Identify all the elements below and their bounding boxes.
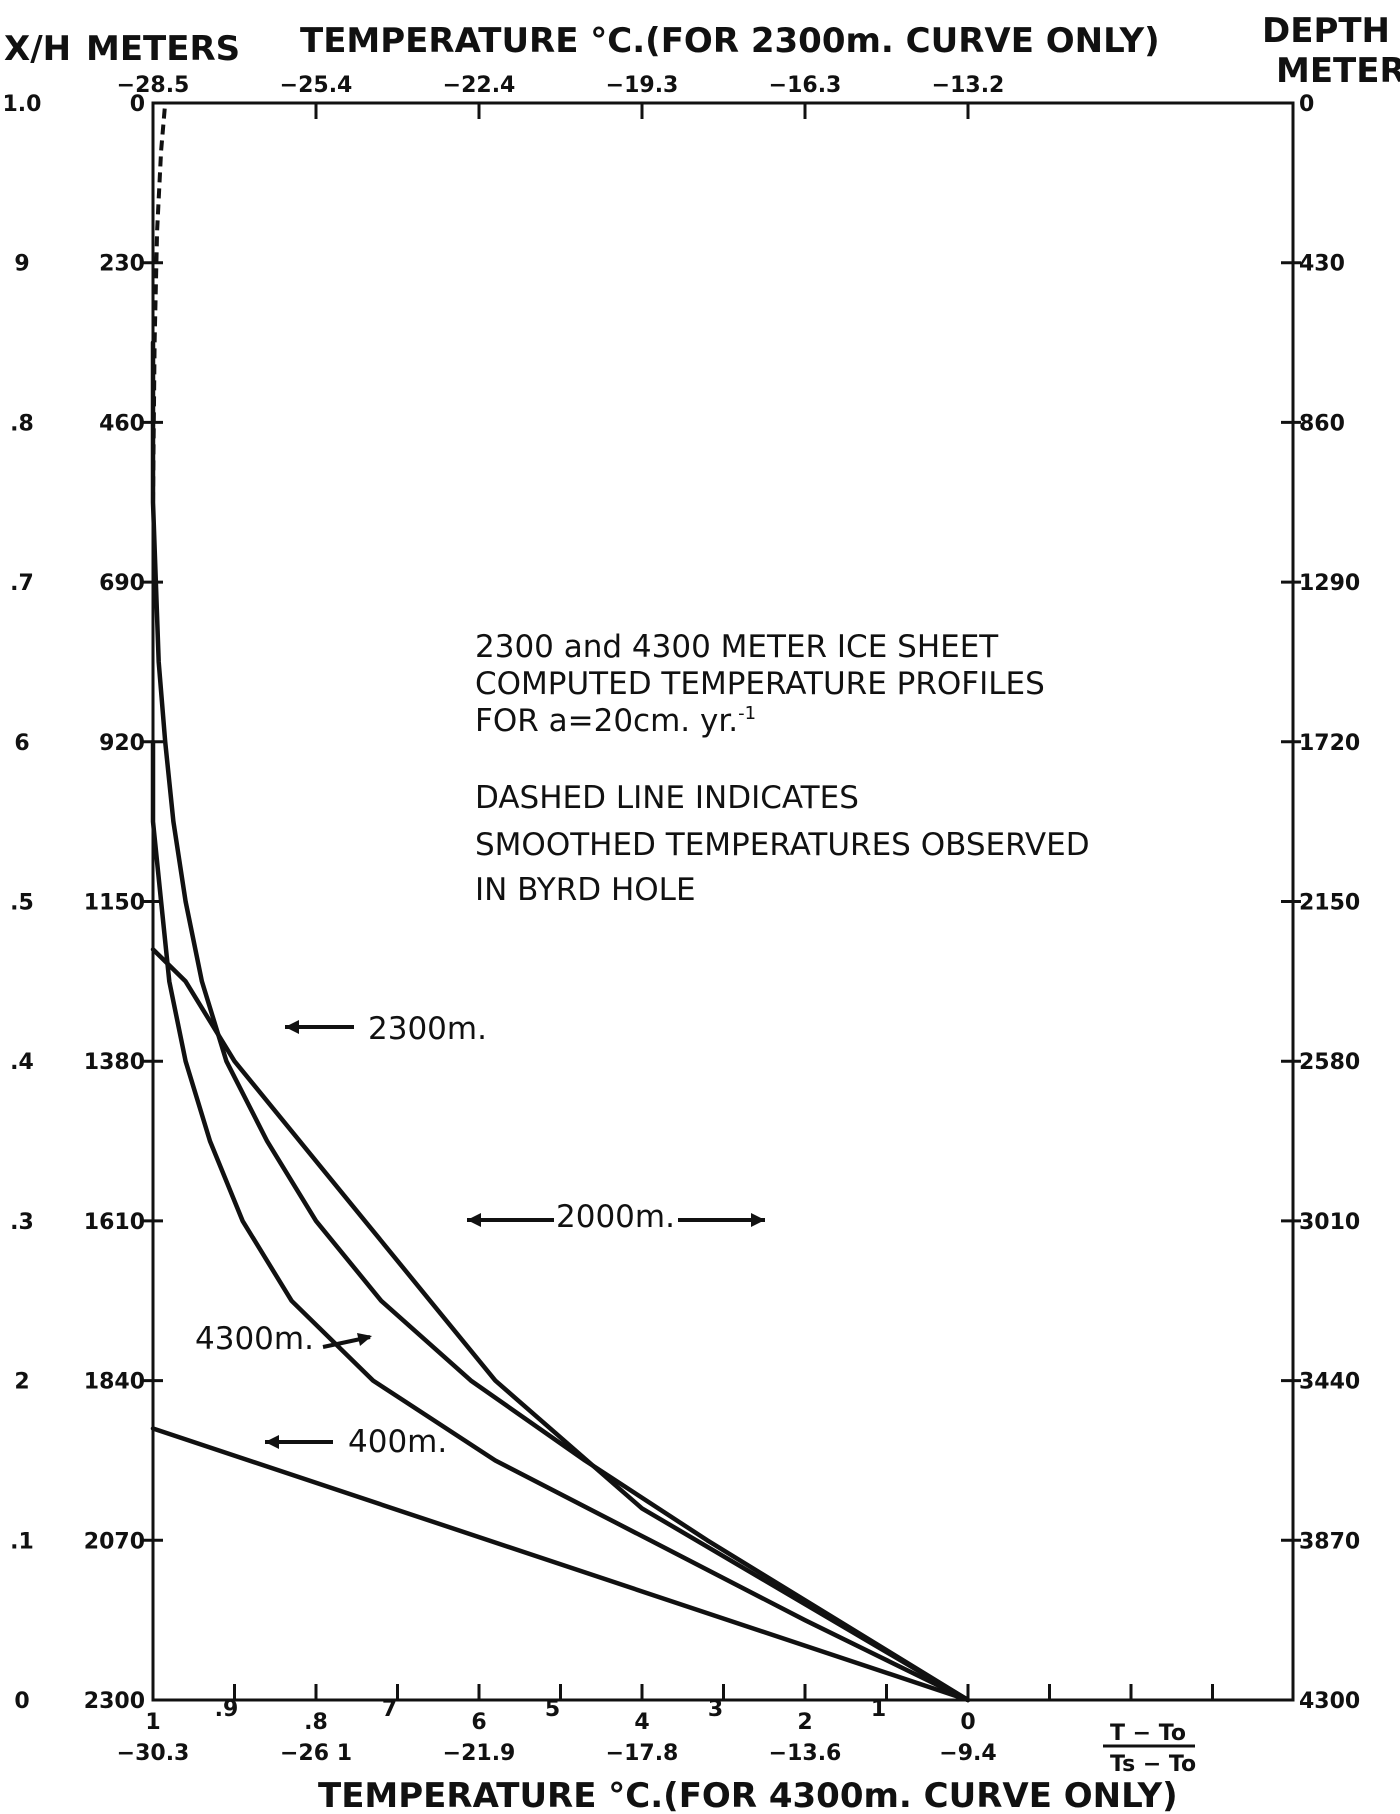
xh-tick-label: .4: [10, 1050, 34, 1075]
note-line-1: 2300 and 4300 METER ICE SHEET: [475, 629, 999, 665]
temp-4300-label: −26 1: [280, 1741, 352, 1766]
meters-tick-label: 690: [99, 571, 145, 596]
ratio-tick-label: .9: [215, 1697, 239, 1722]
temp-4300-label: −30.3: [117, 1741, 190, 1766]
xh-tick-label: .8: [10, 411, 34, 436]
label-400m-text: 400m.: [348, 1424, 447, 1460]
arrowhead-400m: [265, 1435, 279, 1449]
note-line-5: SMOOTHED TEMPERATURES OBSERVED: [475, 827, 1090, 863]
label-4300m-text: 4300m.: [195, 1321, 314, 1357]
ratio-tick-label: 5: [545, 1697, 560, 1722]
temp-2300-label: −19.3: [606, 73, 679, 98]
temp-4300-label: −9.4: [939, 1741, 996, 1766]
ratio-tick-label: 4: [634, 1710, 649, 1735]
meters-tick-label: 1840: [84, 1370, 145, 1395]
note-line-3-text: FOR a=20cm. yr.: [475, 703, 738, 739]
label-400m: 400m.: [265, 1424, 447, 1460]
plot-frame: [151, 101, 1295, 1702]
meters-tick-label: 1380: [84, 1050, 145, 1075]
meters-tick-label: 460: [99, 411, 145, 436]
profile-curves: [150, 102, 971, 1703]
meters-tick-label: 0: [130, 92, 145, 117]
xh-tick-label: .1: [10, 1529, 34, 1554]
ratio-tick-label: 1: [871, 1697, 886, 1722]
label-4300m: 4300m.: [195, 1321, 372, 1357]
ratio-tick-label: 0: [960, 1710, 975, 1735]
axis-ticks: [143, 103, 1301, 1700]
ratio-tick-label: 6: [471, 1710, 486, 1735]
temp-2300-label: −28.5: [117, 73, 190, 98]
meters-tick-label: 1150: [84, 891, 145, 916]
note-line-3-superscript: -1: [738, 703, 756, 724]
ratio-denominator: Ts − To: [1110, 1752, 1196, 1777]
xh-tick-label: 0: [14, 1689, 29, 1714]
curve-400m: [150, 1426, 971, 1703]
meters-tick-label: 920: [99, 731, 145, 756]
temp-4300-label: −13.6: [769, 1741, 842, 1766]
depth-tick-label: 2150: [1299, 891, 1360, 916]
depth-tick-label: 3010: [1299, 1210, 1360, 1235]
ratio-numerator: T − To: [1110, 1721, 1186, 1746]
ratio-tick-label: 2: [797, 1710, 812, 1735]
depth-tick-label: 3870: [1299, 1529, 1360, 1554]
ratio-tick-label: 3: [708, 1697, 723, 1722]
note-line-6: IN BYRD HOLE: [475, 872, 696, 908]
depth-tick-label: 430: [1299, 252, 1345, 277]
temp-2300-label: −16.3: [769, 73, 842, 98]
meters-axis-title: METERS: [86, 29, 240, 69]
depth-tick-label: 3440: [1299, 1370, 1360, 1395]
arrowhead-4300m: [357, 1333, 372, 1346]
ratio-tick-label: .8: [304, 1710, 328, 1735]
note-line-2: COMPUTED TEMPERATURE PROFILES: [475, 666, 1045, 702]
label-2300m-text: 2300m.: [368, 1011, 487, 1047]
note-line-3: FOR a=20cm. yr.-1: [475, 703, 756, 739]
xh-tick-label: 6: [14, 731, 29, 756]
curve-2000m: [150, 947, 971, 1703]
temp-4300-label: −17.8: [606, 1741, 679, 1766]
label-2300m: 2300m.: [285, 1011, 487, 1047]
top-axis-title: TEMPERATURE °C.(FOR 2300m. CURVE ONLY): [300, 21, 1160, 61]
depth-axis-title-line2: METERS: [1276, 51, 1400, 91]
depth-tick-label: 860: [1299, 411, 1345, 436]
depth-tick-label: 1290: [1299, 571, 1360, 596]
curve-2300m: [150, 340, 971, 1703]
arrowhead-2300m: [285, 1020, 299, 1034]
temp-4300-label: −21.9: [443, 1741, 516, 1766]
depth-tick-label: 4300: [1299, 1689, 1360, 1714]
xh-tick-label: .5: [10, 891, 34, 916]
bottom-axis-title: TEMPERATURE °C.(FOR 4300m. CURVE ONLY): [318, 1776, 1178, 1814]
temp-2300-label: −13.2: [932, 73, 1005, 98]
temp-2300-label: −22.4: [443, 73, 516, 98]
depth-tick-label: 1720: [1299, 731, 1360, 756]
label-2000m-text: 2000m.: [556, 1199, 675, 1235]
label-2000m: 2000m.: [467, 1199, 765, 1235]
depth-axis-title-line1: DEPTH IN: [1262, 11, 1400, 51]
temp-2300-label: −25.4: [280, 73, 353, 98]
meters-tick-label: 1610: [84, 1210, 145, 1235]
meters-tick-label: 2300: [84, 1689, 145, 1714]
curve-4300m: [150, 739, 971, 1703]
ratio-axis-label: T − To Ts − To: [1103, 1721, 1196, 1777]
meters-tick-label: 230: [99, 252, 145, 277]
xh-tick-label: 2: [14, 1370, 29, 1395]
chart-note: 2300 and 4300 METER ICE SHEET COMPUTED T…: [475, 629, 1090, 908]
xh-axis-title: X/H: [4, 29, 71, 69]
xh-tick-label: .7: [10, 571, 34, 596]
arrowhead-2000m-right: [751, 1213, 765, 1227]
xh-tick-label: 9: [14, 252, 29, 277]
xh-tick-label: .3: [10, 1210, 34, 1235]
depth-tick-label: 0: [1299, 92, 1314, 117]
ratio-tick-label: 7: [382, 1697, 397, 1722]
note-line-4: DASHED LINE INDICATES: [475, 780, 859, 816]
xh-tick-label: 1.0: [3, 92, 42, 117]
arrowhead-2000m-left: [467, 1213, 481, 1227]
ratio-tick-label: 1: [145, 1710, 160, 1735]
meters-tick-label: 2070: [84, 1529, 145, 1554]
depth-tick-label: 2580: [1299, 1050, 1360, 1075]
